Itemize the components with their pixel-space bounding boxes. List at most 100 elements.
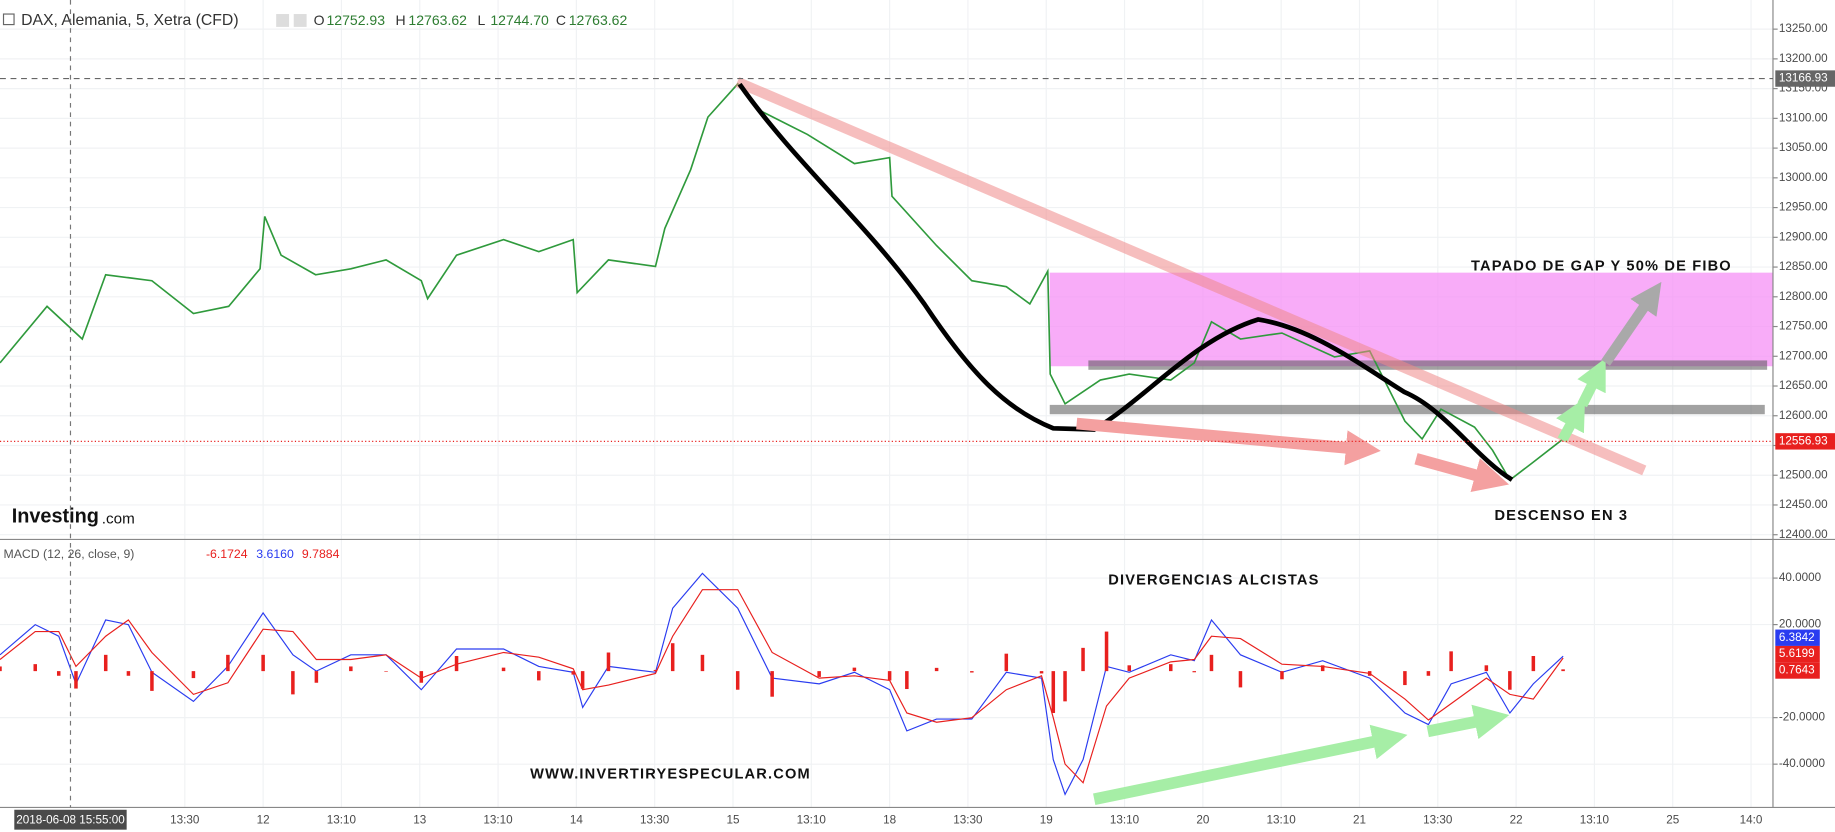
histogram-bar: [852, 667, 857, 672]
histogram-bar: [291, 671, 295, 695]
collapse-icon[interactable]: [2, 13, 15, 26]
histogram-bar: [1280, 671, 1284, 680]
histogram-bar: [1209, 654, 1214, 672]
ohlc-value: 12763.62: [408, 12, 467, 28]
arrow: [1414, 453, 1510, 493]
histogram-bar: [126, 671, 131, 676]
histogram-bar: [1004, 653, 1009, 672]
hide-icon[interactable]: [293, 14, 307, 27]
histogram-bar: [670, 643, 675, 672]
y-tick-label: -20.0000: [1779, 711, 1826, 724]
macd-legend-value: -6.1724: [206, 547, 248, 561]
crosshair-label-bg: [14, 809, 127, 830]
y-tick-label: 13100.00: [1779, 111, 1828, 124]
ohlc-label: H: [396, 12, 406, 28]
histogram-bar: [501, 667, 506, 672]
trend-line: [735, 77, 1647, 476]
histogram-bar: [1320, 665, 1325, 672]
x-tick-label: 13:10: [483, 813, 513, 826]
x-tick-label: 19: [1040, 813, 1053, 826]
histogram-bar: [150, 671, 154, 691]
histogram-bar: [56, 671, 61, 676]
x-tick-label: 13:10: [797, 813, 827, 826]
last-value-bg: [1775, 645, 1820, 663]
histogram-bar: [770, 671, 774, 697]
ohlc-value: 12763.62: [569, 12, 628, 28]
logo-suffix: .com: [102, 511, 135, 528]
histogram-bar: [0, 666, 2, 672]
y-tick-label: 20.0000: [1779, 618, 1822, 631]
arrow: [1556, 398, 1586, 443]
x-tick-label: 20: [1196, 813, 1210, 826]
x-tick-label: 13:10: [1267, 813, 1297, 826]
histogram-bar: [934, 667, 939, 672]
histogram-bar: [817, 671, 821, 677]
x-tick-label: 21: [1353, 813, 1366, 826]
macd-legend-value: 3.6160: [256, 547, 294, 561]
last-value-bg: [1775, 662, 1820, 679]
x-tick-label: 14:0: [1740, 813, 1763, 826]
logo: Investing: [12, 505, 99, 527]
settings-icon[interactable]: [276, 14, 290, 27]
x-tick-label: 15: [726, 813, 740, 826]
series-line: [0, 82, 1564, 482]
x-tick-label: 14: [570, 813, 584, 826]
histogram-bar: [191, 671, 196, 679]
price-label-bg: [1775, 70, 1835, 87]
histogram-bar: [384, 671, 388, 672]
arrow: [1426, 704, 1510, 740]
histogram-bar: [887, 671, 892, 681]
histogram-bar: [700, 654, 705, 672]
histogram-bar: [1039, 671, 1044, 674]
annotation: DESCENSO EN 3: [1494, 508, 1628, 524]
ohlc-label: L: [477, 12, 485, 28]
y-tick-label: 12850.00: [1779, 260, 1828, 273]
x-tick-label: 13:30: [953, 813, 983, 826]
ohlc-value: 12752.93: [327, 12, 386, 28]
x-tick-label: 13: [413, 813, 426, 826]
histogram-bar: [1531, 655, 1536, 672]
ohlc-label: C: [556, 12, 566, 28]
histogram-bar: [226, 654, 230, 672]
y-tick-label: 12500.00: [1779, 468, 1828, 481]
macd-legend-value: 9.7884: [302, 547, 340, 561]
histogram-bar: [103, 654, 108, 672]
symbol: DAX, Alemania, 5, Xetra (CFD): [21, 12, 239, 29]
histogram-bar: [1127, 665, 1132, 672]
y-tick-label: 12800.00: [1779, 290, 1828, 303]
series-layer: [0, 82, 1565, 796]
x-tick-label: 13:10: [327, 813, 357, 826]
histogram-bar: [33, 664, 37, 672]
x-tick-label: 18: [883, 813, 896, 826]
x-tick-label: 13:30: [640, 813, 670, 826]
wave-line: [737, 82, 1514, 482]
histogram-bar: [970, 671, 974, 673]
last-value-label: 5.6199: [1779, 647, 1815, 660]
last-value-label: 6.3842: [1779, 631, 1815, 644]
y-tick-label: 13200.00: [1779, 52, 1828, 65]
y-tick-label: 12750.00: [1779, 320, 1828, 333]
histogram-bar: [74, 671, 78, 689]
series-line: [0, 572, 1564, 796]
x-tick-label: 13:10: [1110, 813, 1140, 826]
histogram-bar: [1051, 671, 1056, 713]
last-value-bg: [1775, 629, 1820, 646]
histogram-bar: [314, 671, 319, 683]
gap-zone: [1049, 272, 1773, 367]
x-tick-label: 13:30: [1423, 813, 1453, 826]
histogram-bar: [735, 671, 740, 690]
y-tick-label: 12950.00: [1779, 201, 1828, 214]
arrow: [1076, 417, 1381, 466]
histogram-bar: [1508, 671, 1512, 690]
histogram-bar: [1403, 671, 1407, 686]
histogram-bar: [454, 655, 459, 672]
x-tick-label: 12: [257, 813, 270, 826]
price-label-bg: [1775, 433, 1835, 450]
histogram-bar: [571, 671, 575, 675]
histogram-bar: [905, 671, 909, 690]
histogram-bar: [1081, 647, 1085, 672]
series-line: [0, 589, 1564, 784]
y-tick-label: 12400.00: [1779, 528, 1828, 541]
